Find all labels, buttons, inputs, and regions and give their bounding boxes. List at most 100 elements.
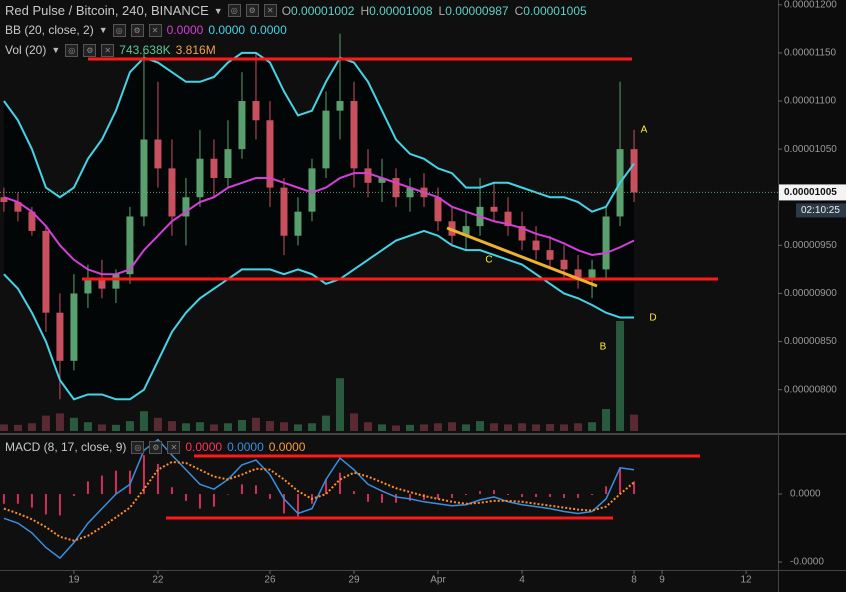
countdown: 02:10:25 [801,205,840,216]
volume-bar [83,422,92,431]
axis-panel [778,0,846,592]
macd-histogram [577,494,580,498]
bb-value: 0.0000 [250,23,287,37]
icon[interactable]: ◎ [112,23,126,37]
candle-body [350,101,358,169]
volume-bar [504,424,513,431]
volume-bar [167,421,176,431]
bb-band [3,51,635,213]
x-tick-label: 22 [152,575,164,586]
candle-body [504,211,512,227]
macd-label[interactable]: MACD (8, 17, close, 9) [5,440,127,454]
macd-histogram [535,494,538,497]
volume-bar [574,423,583,431]
icon[interactable]: ◎ [131,440,145,454]
bb-label[interactable]: BB (20, close, 2) [5,23,94,37]
ohlc-field: L0.00000987 [439,4,509,18]
countdown-box [796,203,846,218]
volume-bar [349,413,358,431]
x-tick-label: 29 [348,575,360,586]
candle-body [378,177,386,183]
macd-histogram [142,455,145,495]
candle-body [364,168,372,183]
volume-bar [69,417,78,431]
ohlc-value: 0.00001002 [291,3,355,18]
candle-body [140,139,148,217]
candle-body [392,177,400,198]
macd-histogram [324,479,327,495]
icon[interactable]: ✕ [263,4,277,17]
icon[interactable]: ⚙ [83,43,97,57]
macd-histogram [184,494,187,501]
volume-bar [630,414,639,431]
volume-bar [55,413,64,431]
ohlc-value: 0.00001008 [369,3,433,18]
x-tick-label: 4 [519,575,525,586]
macd-histogram [605,486,608,495]
signal-line [3,460,635,542]
volume-bar [602,409,611,431]
vol-value: 3.816M [175,43,216,57]
annotation: D [649,313,656,324]
caret[interactable]: ▼ [213,5,223,16]
macd-histogram [451,494,454,498]
icon[interactable]: ⚙ [245,4,259,17]
volume-bar [462,424,471,431]
caret[interactable]: ▼ [51,45,61,55]
volume-bar [27,423,36,431]
macd-histogram [366,494,369,502]
vol-row: Vol (20) ▼ ◎ ⚙ ✕ 743.638K 3.816M [5,43,216,57]
macd-histogram [44,494,47,515]
bb-value: 0.0000 [166,23,204,37]
candle-body [280,187,288,236]
annotation: B [600,342,607,353]
candle-body [210,158,218,178]
macd-histogram [72,494,75,496]
macd-histogram [479,491,482,495]
volume-bar [392,425,401,431]
caret[interactable]: ▼ [98,25,108,35]
candle-body [294,211,302,236]
volume-bar [434,423,443,431]
ohlc-key: L [438,3,446,18]
candle-body [224,149,232,178]
candle-body [308,168,316,212]
macd-histogram [549,494,552,497]
y-tick-label: -0.0000 [790,557,824,568]
macd-histogram [296,494,299,517]
macd-histogram [437,494,440,499]
macd-histogram [170,487,173,495]
ohlc-key: C [514,3,524,18]
macd-histogram [226,494,229,495]
icon[interactable]: ◎ [227,4,241,17]
volume-bar [377,424,386,431]
volume-bar [13,424,22,431]
icon[interactable]: ✕ [148,23,162,37]
candle-body [14,202,22,212]
icon[interactable]: ⚙ [149,440,163,454]
candle-body [462,226,470,236]
volume-bar [97,424,106,431]
candle-body [28,211,36,231]
candle-body [546,250,554,260]
symbol[interactable]: Red Pulse / Bitcoin, 240, BINANCE [5,3,209,18]
icon[interactable]: ⚙ [130,23,144,37]
vol-label[interactable]: Vol (20) [5,43,47,57]
bb-row: BB (20, close, 2) ▼ ◎ ⚙ ✕ 0.0000 0.0000 0.0… [5,23,287,37]
candle-body [98,279,106,289]
y-tick-label: 0.00001200 [784,0,837,10]
macd-histogram [198,494,201,509]
candle-body [532,240,540,251]
icon[interactable]: ✕ [167,440,181,454]
candle-body [602,216,610,270]
macd-histogram [338,472,341,495]
volume-bar [321,415,330,431]
icon[interactable]: ✕ [101,43,115,57]
macd-histogram [254,485,257,495]
candle-body [252,101,260,121]
candle-body [238,101,246,150]
icon[interactable]: ◎ [65,43,79,57]
y-tick-label: 0.00001150 [784,48,837,59]
candle-body [182,197,190,217]
last-price-label: 0.00001005 [784,187,837,198]
